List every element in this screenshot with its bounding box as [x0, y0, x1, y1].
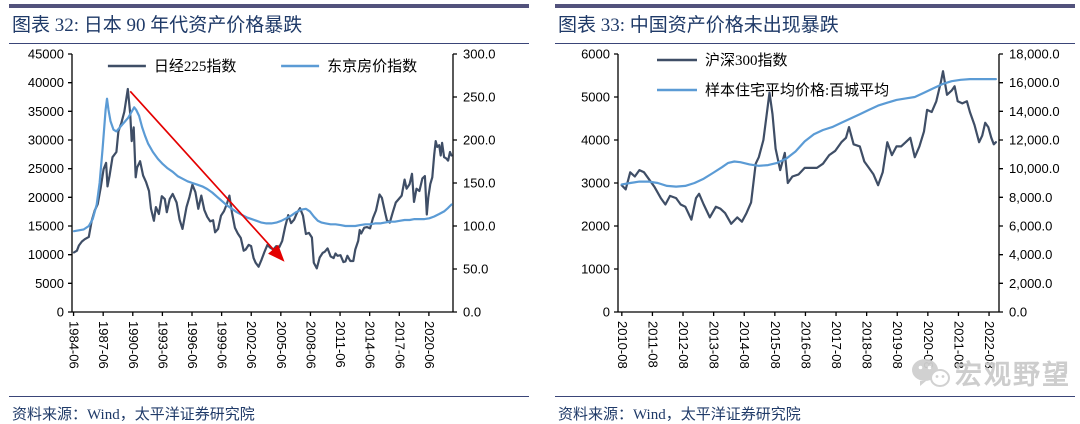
left-axis-tick-label: 6000: [581, 47, 610, 62]
x-axis-tick-label: 2018-08: [860, 321, 875, 369]
right-axis-tick-label: 200.0: [463, 133, 496, 148]
x-axis-tick-label: 2015-08: [768, 321, 783, 369]
right-axis-tick-label: 100.0: [463, 219, 496, 234]
x-axis-tick-label: 2017-08: [829, 321, 844, 369]
chart-title: 图表 32: 日本 90 年代资产价格暴跌: [9, 8, 529, 44]
left-axis-tick-label: 10000: [28, 247, 64, 262]
left-axis-tick-label: 15000: [28, 219, 64, 234]
right-axis-tick-label: 10,000.0: [1009, 161, 1060, 176]
left-axis-tick-label: 20000: [28, 190, 64, 205]
x-axis-tick-label: 2019-08: [890, 321, 905, 369]
x-axis-tick-label: 2017-06: [392, 321, 407, 369]
x-axis-tick-label: 2010-08: [615, 321, 630, 369]
right-axis-tick-label: 0.0: [1009, 305, 1027, 320]
right-axis-tick-label: 6,000.0: [1009, 219, 1052, 234]
left-axis-tick-label: 35000: [28, 104, 64, 119]
x-axis-tick-label: 1996-06: [185, 321, 200, 369]
x-axis-tick-label: 2013-08: [707, 321, 722, 369]
chart-panel-japan: 图表 32: 日本 90 年代资产价格暴跌 45000 40000 35000 300…: [9, 4, 529, 424]
right-axis-tick-label: 2,000.0: [1009, 276, 1052, 291]
source-note: 资料来源：Wind，太平洋证券研究院: [555, 396, 1075, 424]
left-axis-tick-label: 30000: [28, 133, 64, 148]
legend-label: 东京房价指数: [327, 58, 417, 75]
x-axis-tick-label: 1990-06: [126, 321, 141, 369]
right-axis-tick-label: 250.0: [463, 90, 496, 105]
crash-annotation-arrow: [129, 90, 285, 262]
right-axis-tick-label: 50.0: [463, 262, 488, 277]
x-axis-tick-label: 2020-08: [921, 321, 936, 369]
x-axis-tick-label: 1993-06: [155, 321, 170, 369]
left-axis-tick-label: 25000: [28, 161, 64, 176]
left-axis-tick-label: 3000: [581, 176, 610, 191]
right-axis-tick-label: 4,000.0: [1009, 247, 1052, 262]
left-axis-tick-label: 40000: [28, 75, 64, 90]
x-axis-tick-label: 2002-06: [244, 321, 259, 369]
series-line-right: [620, 77, 997, 188]
legend-label: 沪深300指数: [705, 52, 788, 69]
x-axis-tick-label: 2022-08: [982, 321, 997, 369]
japan-asset-price-chart: 45000 40000 35000 30000 25000 20000 15000 10000…: [28, 47, 496, 369]
source-note: 资料来源：Wind，太平洋证券研究院: [9, 396, 529, 424]
left-axis-tick-label: 5000: [35, 276, 64, 291]
chart-title: 图表 33: 中国资产价格未出现暴跌: [555, 8, 1075, 44]
right-axis-tick-label: 18,000.0: [1009, 47, 1060, 62]
axis-frame: [68, 53, 457, 316]
x-axis-tick-label: 1999-06: [215, 321, 230, 369]
x-axis-tick-label: 2011-06: [333, 321, 348, 368]
right-axis-tick-label: 14,000.0: [1009, 104, 1060, 119]
series-line-left: [72, 87, 453, 270]
left-axis-tick-label: 2000: [581, 219, 610, 234]
x-axis-tick-label: 2014-06: [363, 321, 378, 369]
chart-panel-china: 图表 33: 中国资产价格未出现暴跌 6000 5000 4000 3000 2000 1…: [555, 4, 1075, 424]
right-axis-tick-label: 300.0: [463, 47, 496, 62]
x-axis-tick-label: 2020-06: [422, 321, 437, 369]
left-axis-tick-label: 5000: [581, 90, 610, 105]
left-axis-tick-label: 4000: [581, 133, 610, 148]
series-line-left: [620, 70, 997, 225]
left-axis-tick-label: 45000: [28, 47, 64, 62]
x-axis-tick-label: 2016-08: [798, 321, 813, 369]
x-axis-tick-label: 1987-06: [96, 321, 111, 369]
left-axis-tick-label: 0: [603, 305, 610, 320]
legend-label: 样本住宅平均价格:百城平均: [705, 82, 889, 99]
axis-frame: [614, 53, 1003, 316]
right-axis-tick-label: 8,000.0: [1009, 190, 1052, 205]
left-axis-tick-label: 1000: [581, 262, 610, 277]
right-axis-tick-label: 150.0: [463, 176, 496, 191]
right-axis-tick-label: 12,000.0: [1009, 133, 1060, 148]
left-axis-tick-label: 0: [57, 305, 64, 320]
x-axis-tick-label: 2008-06: [303, 321, 318, 369]
right-axis-tick-label: 0.0: [463, 305, 481, 320]
x-axis-tick-label: 2011-08: [645, 321, 660, 368]
x-axis-tick-label: 2014-08: [737, 321, 752, 369]
x-axis-tick-label: 2012-08: [676, 321, 691, 369]
x-axis-tick-label: 1984-06: [67, 321, 82, 369]
legend-label: 日经225指数: [154, 58, 237, 75]
china-asset-price-chart: 6000 5000 4000 3000 2000 1000 0 18,000.0 16,000.…: [581, 47, 1060, 369]
right-axis-tick-label: 16,000.0: [1009, 75, 1060, 90]
x-axis-tick-label: 2021-08: [951, 321, 966, 369]
x-axis-tick-label: 2005-06: [274, 321, 289, 369]
